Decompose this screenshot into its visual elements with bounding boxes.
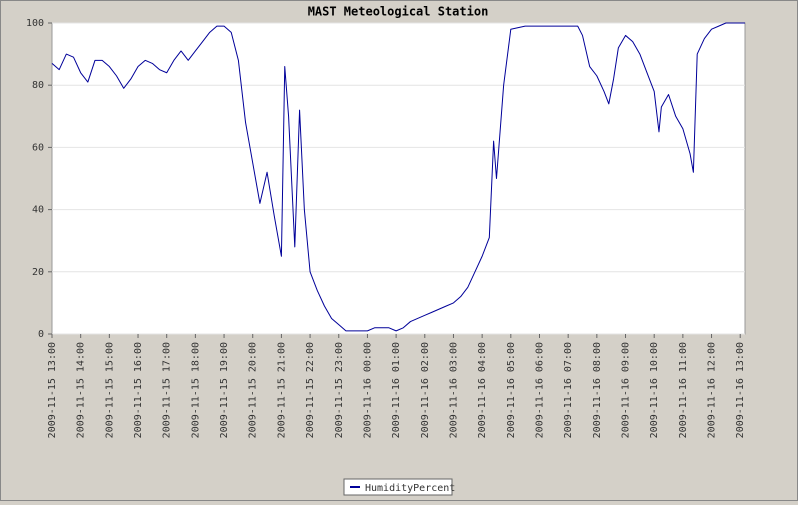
x-tick-label: 2009-11-15 20:00 (248, 342, 259, 438)
chart-title: MAST Meteological Station (308, 5, 489, 19)
legend-box (343, 478, 453, 496)
y-tick-label: 40 (32, 205, 44, 216)
x-tick-label: 2009-11-16 00:00 (362, 342, 373, 438)
x-tick-label: 2009-11-16 08:00 (592, 342, 603, 438)
legend: HumidityPercent (343, 478, 455, 496)
x-tick-label: 2009-11-16 13:00 (735, 342, 746, 438)
y-tick-label: 60 (32, 142, 44, 153)
x-tick-label: 2009-11-16 09:00 (621, 342, 632, 438)
x-tick-label: 2009-11-16 06:00 (534, 342, 545, 438)
plot-area (51, 22, 746, 335)
x-tick-label: 2009-11-15 13:00 (47, 342, 58, 438)
x-tick-label: 2009-11-15 19:00 (219, 342, 230, 438)
x-tick-label: 2009-11-16 05:00 (506, 342, 517, 438)
x-tick-label: 2009-11-15 23:00 (334, 342, 345, 438)
y-tick-label: 100 (26, 18, 44, 29)
x-tick-label: 2009-11-16 07:00 (563, 342, 574, 438)
x-tick-label: 2009-11-15 14:00 (76, 342, 87, 438)
x-tick-label: 2009-11-15 22:00 (305, 342, 316, 438)
y-tick-label: 20 (32, 267, 44, 278)
x-tick-label: 2009-11-15 18:00 (190, 342, 201, 438)
legend-label: HumidityPercent (365, 483, 455, 494)
x-tick-label: 2009-11-15 21:00 (276, 342, 287, 438)
y-tick-label: 0 (38, 329, 44, 340)
y-tick-label: 80 (32, 80, 44, 91)
x-tick-label: 2009-11-16 10:00 (649, 342, 660, 438)
x-tick-label: 2009-11-16 03:00 (448, 342, 459, 438)
x-tick-label: 2009-11-15 15:00 (104, 342, 115, 438)
x-tick-label: 2009-11-15 16:00 (133, 342, 144, 438)
x-tick-label: 2009-11-16 11:00 (678, 342, 689, 438)
x-tick-label: 2009-11-15 17:00 (162, 342, 173, 438)
x-tick-label: 2009-11-16 04:00 (477, 342, 488, 438)
data-line (51, 22, 745, 332)
x-tick-label: 2009-11-16 12:00 (707, 342, 718, 438)
x-tick-label: 2009-11-16 01:00 (391, 342, 402, 438)
x-tick-label: 2009-11-16 02:00 (420, 342, 431, 438)
